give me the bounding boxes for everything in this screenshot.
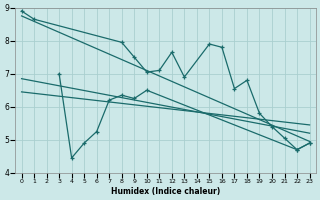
X-axis label: Humidex (Indice chaleur): Humidex (Indice chaleur) — [111, 187, 220, 196]
